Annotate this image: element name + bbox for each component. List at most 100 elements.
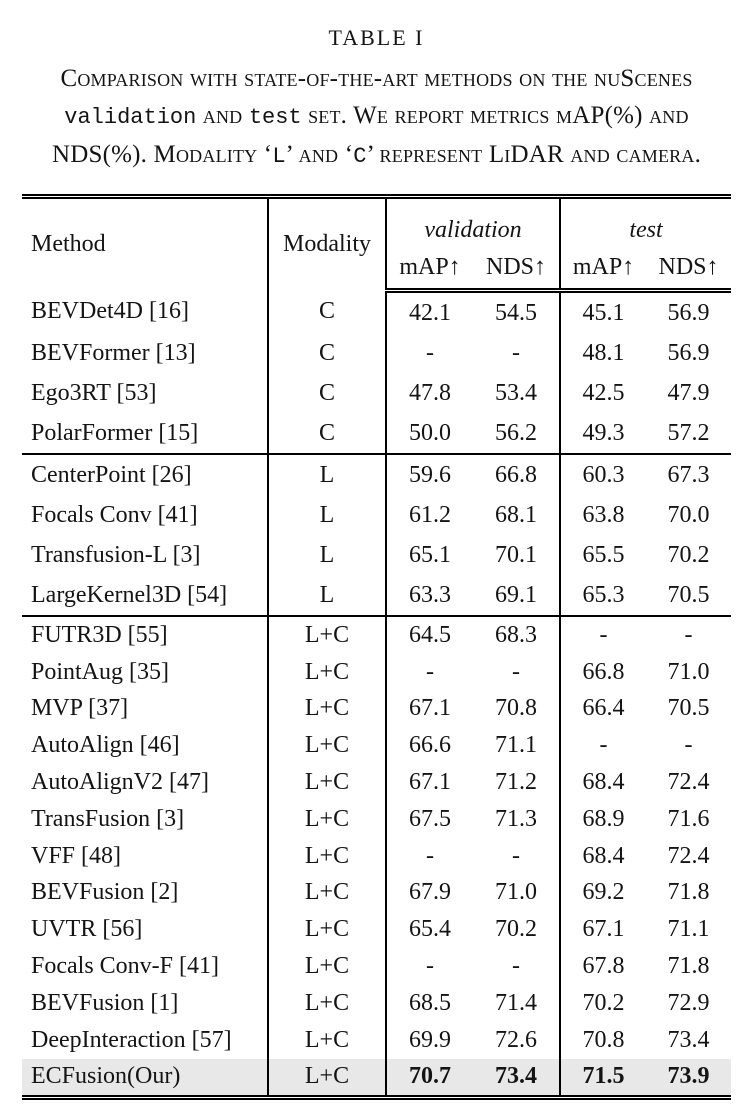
caption-segment: ’ represent LiDAR and camera.	[366, 141, 702, 168]
val-map-cell: 67.5	[385, 800, 473, 838]
table-row: BEVFusion [2] L+C 67.9 71.0 69.2 71.8	[22, 874, 731, 912]
test-nds-cell: 73.4	[667, 1026, 710, 1053]
caption-line: NDS(%). Modality ‘L’ and ‘C’ represent L…	[0, 136, 753, 175]
caption-segment: NDS(%). Modality ‘	[51, 141, 273, 168]
table-row: MVP [37] L+C 67.1 70.8 66.4 70.5	[22, 690, 731, 728]
test-map-cell: 65.5	[559, 535, 647, 575]
method-cell: MVP [37]	[31, 695, 129, 722]
val-nds-cell: 69.1	[495, 581, 537, 608]
val-nds-cell: -	[512, 953, 520, 980]
val-map-cell: -	[385, 948, 473, 985]
modality-cell: L+C	[267, 1021, 386, 1059]
modality-cell: C	[267, 373, 386, 413]
caption-segment: set. We report metrics mAP(%) and	[301, 102, 689, 129]
modality-cell: L+C	[267, 911, 386, 949]
val-nds-cell: 71.0	[495, 879, 537, 906]
modality-cell: L	[267, 575, 386, 616]
test-nds-cell: 71.8	[667, 953, 710, 980]
test-nds-cell: 70.5	[667, 581, 710, 608]
val-map-cell: 47.8	[385, 373, 473, 413]
table-row: TransFusion [3] L+C 67.5 71.3 68.9 71.6	[22, 800, 731, 838]
test-map-cell: 70.2	[559, 984, 647, 1022]
test-map-cell: 70.8	[559, 1021, 647, 1059]
table-row: PolarFormer [15] C 50.0 56.2 49.3 57.2	[22, 413, 731, 454]
test-map-cell: 63.8	[559, 495, 647, 535]
test-map-cell: 65.3	[559, 575, 647, 616]
col-header-modality: Modality	[267, 196, 386, 291]
method-cell: Transfusion-L [3]	[31, 541, 201, 568]
table-header: Method Modality validation test mAP↑ NDS…	[22, 196, 732, 293]
val-nds-cell: 70.8	[495, 695, 537, 722]
val-map-cell: 59.6	[385, 453, 473, 495]
caption-text: Comparison with state-of-the-art methods…	[0, 60, 753, 175]
modality-cell: L	[267, 495, 386, 535]
caption-segment: validation	[64, 105, 197, 130]
table-row: AutoAlignV2 [47] L+C 67.1 71.2 68.4 72.4	[22, 764, 731, 801]
modality-cell: L+C	[267, 874, 386, 912]
method-cell: BEVFusion [1]	[31, 989, 179, 1016]
method-cell: UVTR [56]	[31, 916, 143, 943]
val-nds-cell: 56.2	[495, 419, 537, 446]
val-nds-cell: 66.8	[473, 453, 561, 495]
caption-segment: C	[353, 144, 367, 169]
col-group-validation: validation	[384, 196, 561, 246]
val-nds-cell: 53.4	[495, 379, 537, 406]
caption-segment: and	[196, 102, 249, 129]
val-map-cell: 69.9	[385, 1021, 473, 1059]
modality-cell: L+C	[267, 764, 386, 801]
test-nds-cell: 70.2	[667, 541, 710, 568]
caption-line: validation and test set. We report metri…	[0, 97, 753, 136]
val-nds-cell: -	[512, 658, 520, 685]
test-nds-cell: 71.1	[667, 916, 710, 943]
val-map-cell: 68.5	[385, 984, 473, 1022]
col-header-test-nds: NDS↑	[646, 246, 732, 293]
method-cell: ECFusion(Our)	[31, 1063, 181, 1090]
test-map-cell: 42.5	[559, 373, 647, 413]
test-map-cell: 67.8	[559, 948, 647, 985]
test-nds-cell: 71.0	[667, 658, 710, 685]
val-map-cell: 50.0	[385, 413, 473, 454]
test-nds-cell: 70.5	[667, 695, 710, 722]
modality-cell: L+C	[267, 837, 386, 875]
modality-cell: L	[267, 453, 386, 495]
method-cell: TransFusion [3]	[31, 805, 185, 832]
method-cell: CenterPoint [26]	[22, 453, 268, 495]
test-nds-cell: 71.8	[667, 879, 710, 906]
val-nds-cell: -	[512, 842, 520, 869]
modality-cell: L+C	[267, 727, 386, 765]
table-row: BEVFormer [13] C - -48.1 56.9	[22, 333, 731, 373]
method-cell: PolarFormer [15]	[31, 419, 199, 446]
val-map-cell: 70.7	[385, 1058, 473, 1098]
test-nds-cell: 72.4	[667, 769, 710, 796]
table-caption: TABLE I Comparison with state-of-the-art…	[0, 0, 753, 175]
table-row: FUTR3D [55] L+C 64.5 68.3- -	[22, 615, 732, 654]
val-nds-cell: 70.1	[495, 541, 537, 568]
table-row: LargeKernel3D [54] L 63.3 69.1 65.3 70.5	[22, 575, 731, 616]
val-nds-cell: 71.3	[495, 805, 537, 832]
table-number: TABLE I	[328, 25, 425, 50]
test-map-cell: 68.9	[559, 800, 647, 838]
test-nds-cell: 57.2	[667, 419, 710, 446]
val-map-cell: 64.5	[385, 615, 473, 654]
test-map-cell: 66.8	[559, 653, 647, 691]
val-nds-cell: 72.6	[495, 1026, 537, 1053]
method-cell: Focals Conv [41]	[31, 501, 198, 528]
table-row: Transfusion-L [3] L 65.1 70.1 65.5 70.2	[22, 535, 731, 575]
test-map-cell: 45.1	[559, 290, 647, 333]
test-nds-cell: 71.6	[667, 805, 710, 832]
table-row: ECFusion(Our) L+C 70.7 73.4 71.5 73.9	[22, 1058, 732, 1098]
val-map-cell: 63.3	[385, 575, 473, 616]
test-nds-cell: 67.3	[646, 453, 732, 495]
test-nds-cell: 56.9	[667, 299, 710, 326]
test-map-cell: 60.3	[559, 453, 647, 495]
table-row: AutoAlign [46] L+C 66.6 71.1- -	[22, 727, 731, 765]
val-map-cell: 67.1	[385, 690, 473, 728]
table-row: BEVFusion [1] L+C 68.5 71.4 70.2 72.9	[22, 984, 731, 1022]
test-map-cell: 67.1	[559, 911, 647, 949]
modality-cell: L+C	[267, 690, 386, 728]
val-nds-cell: 68.3	[473, 615, 561, 654]
test-nds-cell: 72.9	[667, 989, 710, 1016]
table-row: BEVDet4D [16] C 42.1 54.5 45.1 56.9	[22, 290, 731, 333]
val-nds-cell: -	[512, 339, 520, 366]
test-nds-cell: 70.0	[667, 501, 710, 528]
